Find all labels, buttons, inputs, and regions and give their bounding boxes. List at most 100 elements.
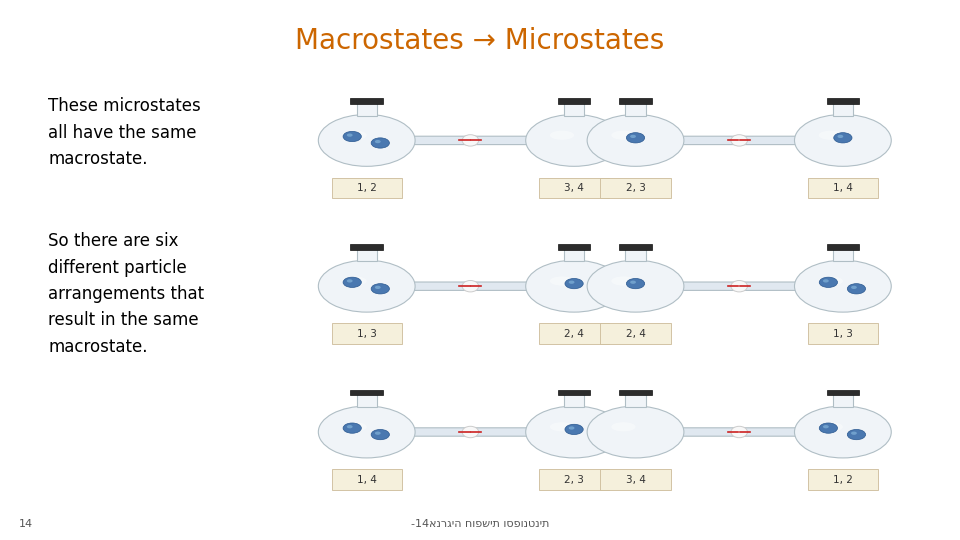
FancyBboxPatch shape [350, 390, 383, 395]
Ellipse shape [731, 134, 748, 146]
Ellipse shape [319, 406, 415, 458]
Ellipse shape [588, 406, 684, 458]
Ellipse shape [612, 276, 636, 286]
FancyBboxPatch shape [619, 98, 652, 104]
Ellipse shape [848, 429, 866, 440]
FancyBboxPatch shape [406, 282, 535, 291]
FancyBboxPatch shape [331, 178, 402, 198]
Ellipse shape [343, 277, 361, 287]
FancyBboxPatch shape [406, 136, 535, 145]
Ellipse shape [343, 276, 367, 286]
Ellipse shape [819, 422, 843, 431]
FancyBboxPatch shape [331, 323, 402, 344]
FancyBboxPatch shape [406, 428, 535, 436]
FancyBboxPatch shape [827, 390, 859, 395]
Text: 1, 4: 1, 4 [833, 183, 852, 193]
FancyBboxPatch shape [827, 244, 859, 249]
Ellipse shape [374, 140, 381, 143]
Ellipse shape [343, 131, 361, 141]
Ellipse shape [568, 427, 574, 430]
Text: 2, 4: 2, 4 [564, 329, 584, 339]
Ellipse shape [612, 422, 636, 431]
FancyBboxPatch shape [350, 98, 383, 104]
Ellipse shape [795, 260, 891, 312]
Ellipse shape [819, 131, 843, 140]
Ellipse shape [823, 279, 828, 282]
FancyBboxPatch shape [625, 394, 646, 407]
Ellipse shape [795, 406, 891, 458]
Ellipse shape [319, 260, 415, 312]
Text: 2, 4: 2, 4 [626, 329, 645, 339]
Ellipse shape [819, 277, 837, 287]
Ellipse shape [848, 284, 866, 294]
FancyBboxPatch shape [600, 323, 671, 344]
Ellipse shape [731, 426, 748, 438]
FancyBboxPatch shape [619, 390, 652, 395]
Ellipse shape [372, 138, 390, 148]
Text: 2, 3: 2, 3 [626, 183, 645, 193]
Text: These microstates
all have the same
macrostate.: These microstates all have the same macr… [48, 97, 201, 168]
FancyBboxPatch shape [356, 103, 377, 116]
Ellipse shape [564, 424, 584, 435]
Ellipse shape [526, 260, 622, 312]
Text: -14אנרגיה חופשית וספונטנית: -14אנרגיה חופשית וספונטנית [411, 519, 549, 529]
Ellipse shape [343, 422, 367, 431]
FancyBboxPatch shape [539, 178, 610, 198]
Text: 1, 2: 1, 2 [357, 183, 376, 193]
Ellipse shape [550, 276, 574, 286]
Ellipse shape [462, 280, 479, 292]
Ellipse shape [319, 114, 415, 166]
FancyBboxPatch shape [625, 103, 646, 116]
Ellipse shape [550, 131, 574, 140]
FancyBboxPatch shape [564, 248, 585, 261]
FancyBboxPatch shape [356, 394, 377, 407]
Text: So there are six
different particle
arrangements that
result in the same
macrost: So there are six different particle arra… [48, 232, 204, 356]
Text: 2, 3: 2, 3 [564, 475, 584, 484]
Ellipse shape [612, 131, 636, 140]
Ellipse shape [526, 406, 622, 458]
Ellipse shape [343, 131, 367, 140]
FancyBboxPatch shape [807, 178, 878, 198]
FancyBboxPatch shape [331, 469, 402, 490]
Ellipse shape [626, 133, 645, 143]
Ellipse shape [833, 133, 852, 143]
FancyBboxPatch shape [807, 323, 878, 344]
FancyBboxPatch shape [832, 103, 853, 116]
Ellipse shape [837, 135, 843, 138]
Ellipse shape [374, 286, 381, 289]
Ellipse shape [851, 286, 857, 289]
FancyBboxPatch shape [558, 244, 590, 249]
FancyBboxPatch shape [558, 390, 590, 395]
FancyBboxPatch shape [539, 469, 610, 490]
Ellipse shape [372, 429, 390, 440]
FancyBboxPatch shape [832, 394, 853, 407]
FancyBboxPatch shape [539, 323, 610, 344]
Text: 1, 2: 1, 2 [833, 475, 852, 484]
Ellipse shape [568, 281, 574, 284]
Ellipse shape [588, 114, 684, 166]
Ellipse shape [550, 422, 574, 431]
FancyBboxPatch shape [600, 469, 671, 490]
Ellipse shape [462, 426, 479, 438]
FancyBboxPatch shape [675, 136, 804, 145]
FancyBboxPatch shape [350, 244, 383, 249]
Text: 1, 3: 1, 3 [357, 329, 376, 339]
Ellipse shape [823, 425, 828, 428]
Ellipse shape [347, 425, 352, 428]
Ellipse shape [731, 280, 748, 292]
Ellipse shape [343, 423, 361, 433]
FancyBboxPatch shape [558, 98, 590, 104]
Ellipse shape [374, 431, 381, 435]
Text: 1, 3: 1, 3 [833, 329, 852, 339]
Ellipse shape [819, 276, 843, 286]
FancyBboxPatch shape [807, 469, 878, 490]
Ellipse shape [462, 134, 479, 146]
FancyBboxPatch shape [675, 282, 804, 291]
FancyBboxPatch shape [832, 248, 853, 261]
Ellipse shape [795, 114, 891, 166]
Text: Macrostates → Microstates: Macrostates → Microstates [296, 27, 664, 55]
Ellipse shape [626, 279, 645, 289]
Text: 3, 4: 3, 4 [626, 475, 645, 484]
FancyBboxPatch shape [600, 178, 671, 198]
FancyBboxPatch shape [619, 244, 652, 249]
